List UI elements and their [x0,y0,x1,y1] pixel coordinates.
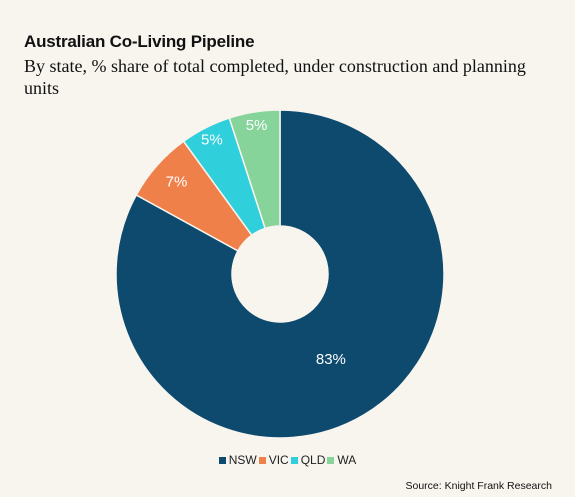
legend-swatch-qld [290,456,298,464]
legend-swatch-wa [327,456,335,464]
legend-label-qld: QLD [300,453,326,467]
legend-label-nsw: NSW [228,453,257,467]
legend-item-vic: VIC [258,453,289,467]
donut-chart: 83% 7% 5% 5% [115,109,445,439]
legend-label-vic: VIC [268,453,289,467]
legend-item-nsw: NSW [218,453,257,467]
data-label-wa: 5% [246,117,268,134]
legend-item-wa: WA [327,453,356,467]
legend-label-wa: WA [337,453,357,467]
legend-swatch-vic [258,456,266,464]
chart-title: Australian Co-Living Pipeline [24,32,255,51]
slice-nsw [115,109,445,439]
data-label-vic: 7% [166,174,188,191]
source-note: Source: Knight Frank Research [405,480,553,492]
data-label-qld: 5% [201,131,223,148]
data-label-nsw: 83% [316,351,346,368]
chart-subtitle: By state, % share of total completed, un… [24,56,526,98]
legend-item-qld: QLD [290,453,326,467]
chart-legend: NSW VIC QLD WA [0,453,575,467]
slice-wa [228,109,281,230]
legend-swatch-nsw [218,456,226,464]
